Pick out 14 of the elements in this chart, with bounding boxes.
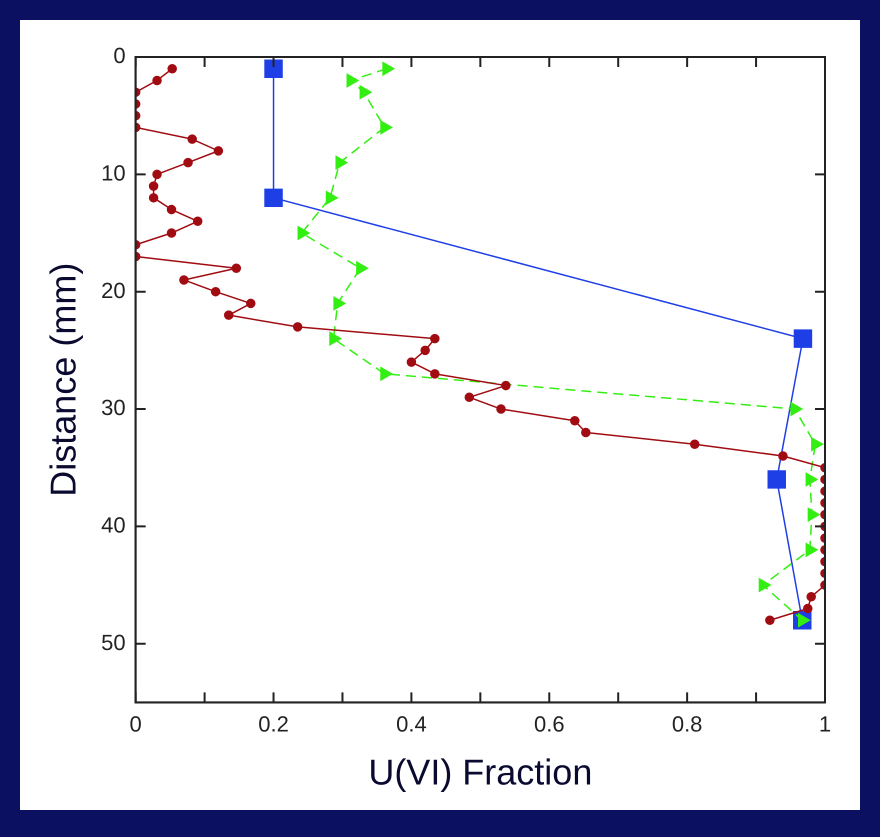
y-tick-label: 40 [101,512,126,538]
y-tick-label: 10 [101,160,126,186]
x-tick-label: 0.6 [534,712,565,737]
x-tick-label: 0.8 [672,712,702,737]
x-tick-label: 0 [130,712,142,737]
x-tick-label: 1 [818,712,832,737]
x-tick-label: 0.4 [396,712,427,737]
y-axis-title: Distance (mm) [42,262,84,497]
y-tick-label: 0 [113,43,126,68]
x-axis-title: U(VI) Fraction [368,751,592,792]
y-tick-label: 20 [101,278,126,303]
y-tick-label: 50 [101,630,126,655]
x-tick-label: 0.2 [258,712,289,737]
y-tick-label: 30 [101,395,126,420]
